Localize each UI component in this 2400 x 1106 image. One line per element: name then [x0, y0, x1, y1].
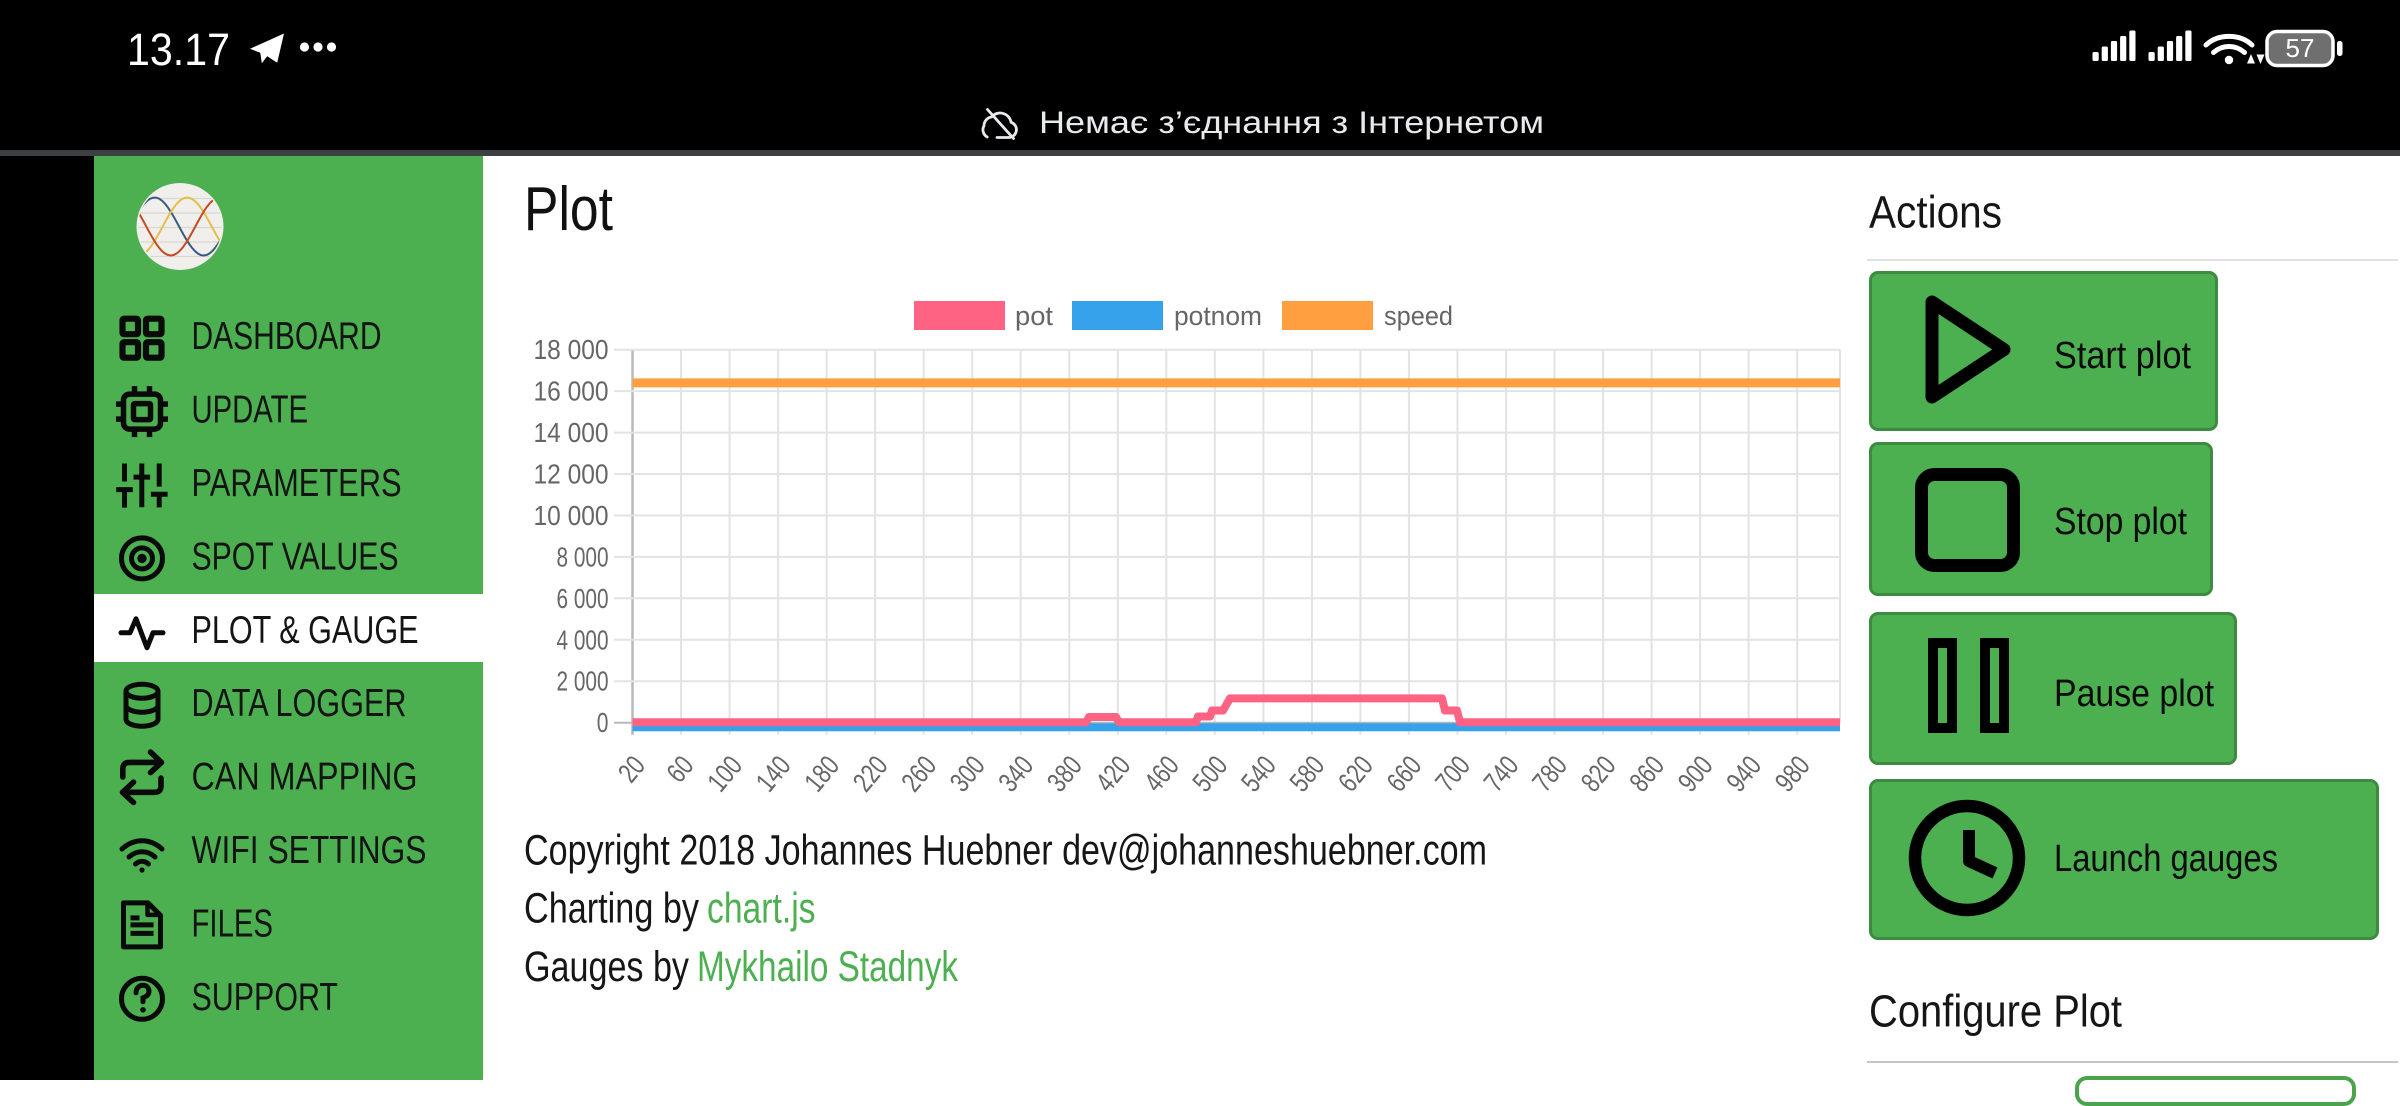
svg-text:380: 380 — [1041, 750, 1088, 798]
svg-text:180: 180 — [798, 750, 845, 798]
svg-text:speed: speed — [1384, 301, 1453, 331]
svg-text:60: 60 — [660, 750, 699, 788]
svg-text:Stop plot: Stop plot — [2054, 501, 2187, 543]
svg-text:SUPPORT: SUPPORT — [192, 976, 339, 1019]
svg-text:13.17: 13.17 — [127, 24, 230, 75]
svg-text:WIFI SETTINGS: WIFI SETTINGS — [192, 829, 427, 872]
svg-text:340: 340 — [992, 750, 1039, 798]
svg-text:620: 620 — [1332, 750, 1379, 798]
svg-text:Немає з’єднання з Інтернетом: Немає з’єднання з Інтернетом — [1039, 104, 1544, 140]
svg-text:500: 500 — [1187, 750, 1234, 798]
svg-text:14 000: 14 000 — [534, 417, 609, 448]
svg-text:12 000: 12 000 — [534, 459, 609, 490]
svg-text:chart.js: chart.js — [707, 886, 816, 933]
svg-text:CAN MAPPING: CAN MAPPING — [192, 756, 418, 799]
svg-text:260: 260 — [895, 750, 942, 798]
svg-text:Copyright 2018 Johannes Huebne: Copyright 2018 Johannes Huebner dev@joha… — [524, 827, 1487, 874]
svg-text:900: 900 — [1672, 750, 1719, 798]
svg-text:820: 820 — [1575, 750, 1622, 798]
svg-text:580: 580 — [1284, 750, 1331, 798]
svg-text:UPDATE: UPDATE — [192, 389, 309, 432]
svg-text:potnom: potnom — [1174, 301, 1262, 331]
svg-text:460: 460 — [1138, 750, 1185, 798]
svg-text:220: 220 — [847, 750, 894, 798]
svg-text:0: 0 — [597, 707, 609, 738]
svg-text:940: 940 — [1720, 750, 1767, 798]
svg-text:860: 860 — [1623, 750, 1670, 798]
svg-text:FILES: FILES — [192, 902, 274, 945]
svg-text:100: 100 — [701, 750, 748, 798]
svg-text:PLOT & GAUGE: PLOT & GAUGE — [192, 609, 419, 652]
svg-text:300: 300 — [944, 750, 991, 798]
svg-text:780: 780 — [1526, 750, 1573, 798]
svg-text:420: 420 — [1090, 750, 1137, 798]
svg-text:Start plot: Start plot — [2054, 335, 2191, 377]
svg-text:Pause plot: Pause plot — [2054, 673, 2214, 715]
svg-text:Mykhailo Stadnyk: Mykhailo Stadnyk — [697, 944, 959, 991]
svg-text:4 000: 4 000 — [557, 624, 609, 655]
svg-text:Configure Plot: Configure Plot — [1869, 986, 2122, 1037]
svg-text:Launch gauges: Launch gauges — [2054, 838, 2278, 880]
svg-text:540: 540 — [1235, 750, 1282, 798]
svg-text:Plot: Plot — [524, 175, 613, 244]
svg-text:10 000: 10 000 — [534, 500, 609, 531]
svg-text:Actions: Actions — [1869, 186, 2002, 237]
svg-text:140: 140 — [750, 750, 797, 798]
svg-text:57: 57 — [2286, 33, 2315, 63]
svg-text:DASHBOARD: DASHBOARD — [192, 315, 382, 358]
svg-text:16 000: 16 000 — [534, 376, 609, 407]
svg-text:18 000: 18 000 — [534, 334, 609, 365]
svg-text:SPOT VALUES: SPOT VALUES — [192, 535, 399, 578]
svg-text:700: 700 — [1429, 750, 1476, 798]
svg-text:660: 660 — [1381, 750, 1428, 798]
svg-text:740: 740 — [1478, 750, 1525, 798]
svg-text:Charting by: Charting by — [524, 886, 700, 933]
svg-text:980: 980 — [1769, 750, 1816, 798]
svg-text:DATA LOGGER: DATA LOGGER — [192, 682, 407, 725]
svg-text:8 000: 8 000 — [557, 541, 609, 572]
svg-text:pot: pot — [1015, 301, 1053, 331]
svg-text:6 000: 6 000 — [557, 583, 609, 614]
svg-text:Gauges by: Gauges by — [524, 944, 690, 991]
svg-text:20: 20 — [612, 750, 651, 788]
svg-text:2 000: 2 000 — [557, 666, 609, 697]
svg-text:PARAMETERS: PARAMETERS — [192, 462, 402, 505]
